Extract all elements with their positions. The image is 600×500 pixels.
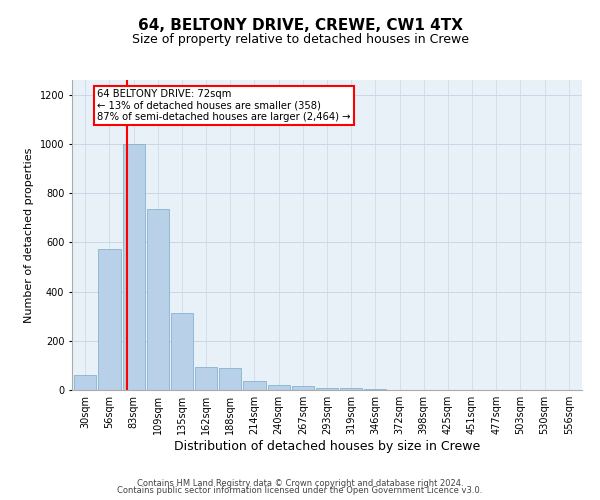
Y-axis label: Number of detached properties: Number of detached properties [24,148,34,322]
Bar [364,389,386,390]
Bar [195,366,217,390]
Bar [219,368,241,390]
Text: 64 BELTONY DRIVE: 72sqm
← 13% of detached houses are smaller (358)
87% of semi-d: 64 BELTONY DRIVE: 72sqm ← 13% of detache… [97,89,351,122]
Bar [316,388,338,390]
Bar [146,209,169,390]
Bar [98,248,121,390]
Bar [268,384,290,390]
Text: 64, BELTONY DRIVE, CREWE, CW1 4TX: 64, BELTONY DRIVE, CREWE, CW1 4TX [137,18,463,32]
Text: Contains HM Land Registry data © Crown copyright and database right 2024.: Contains HM Land Registry data © Crown c… [137,478,463,488]
Bar [122,144,145,390]
Bar [340,388,362,390]
Bar [292,386,314,390]
Bar [244,382,266,390]
Bar [171,312,193,390]
Text: Size of property relative to detached houses in Crewe: Size of property relative to detached ho… [131,32,469,46]
Text: Contains public sector information licensed under the Open Government Licence v3: Contains public sector information licen… [118,486,482,495]
Bar [74,375,97,390]
X-axis label: Distribution of detached houses by size in Crewe: Distribution of detached houses by size … [174,440,480,453]
